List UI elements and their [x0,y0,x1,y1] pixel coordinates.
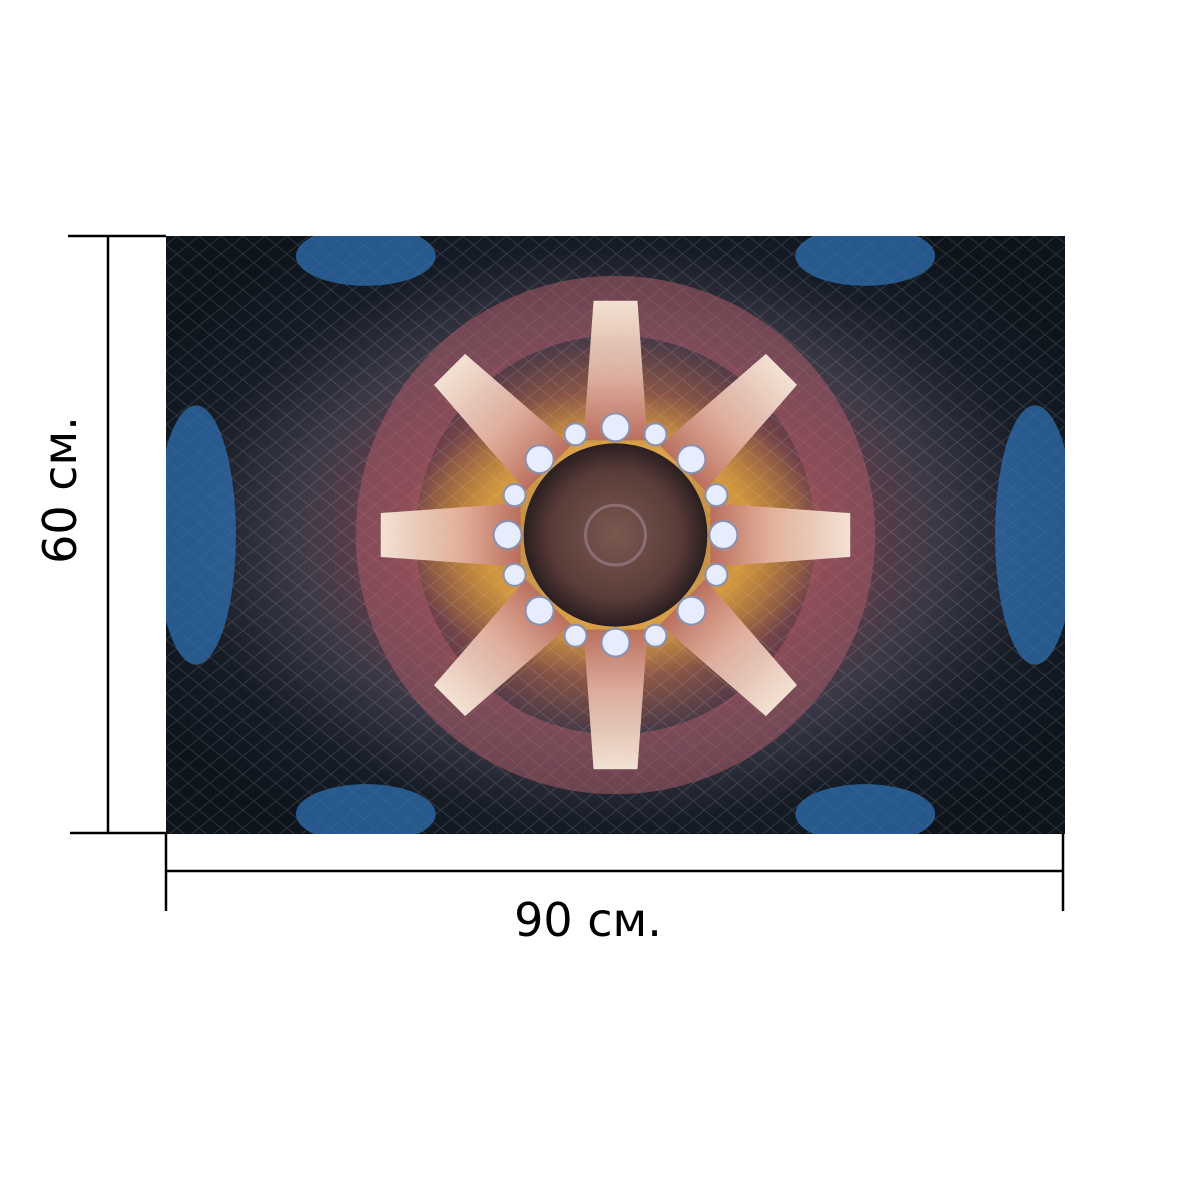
kaleidoscope-artwork [166,236,1065,834]
height-label: 60 см. [33,416,87,564]
width-label: 90 см. [514,893,662,947]
